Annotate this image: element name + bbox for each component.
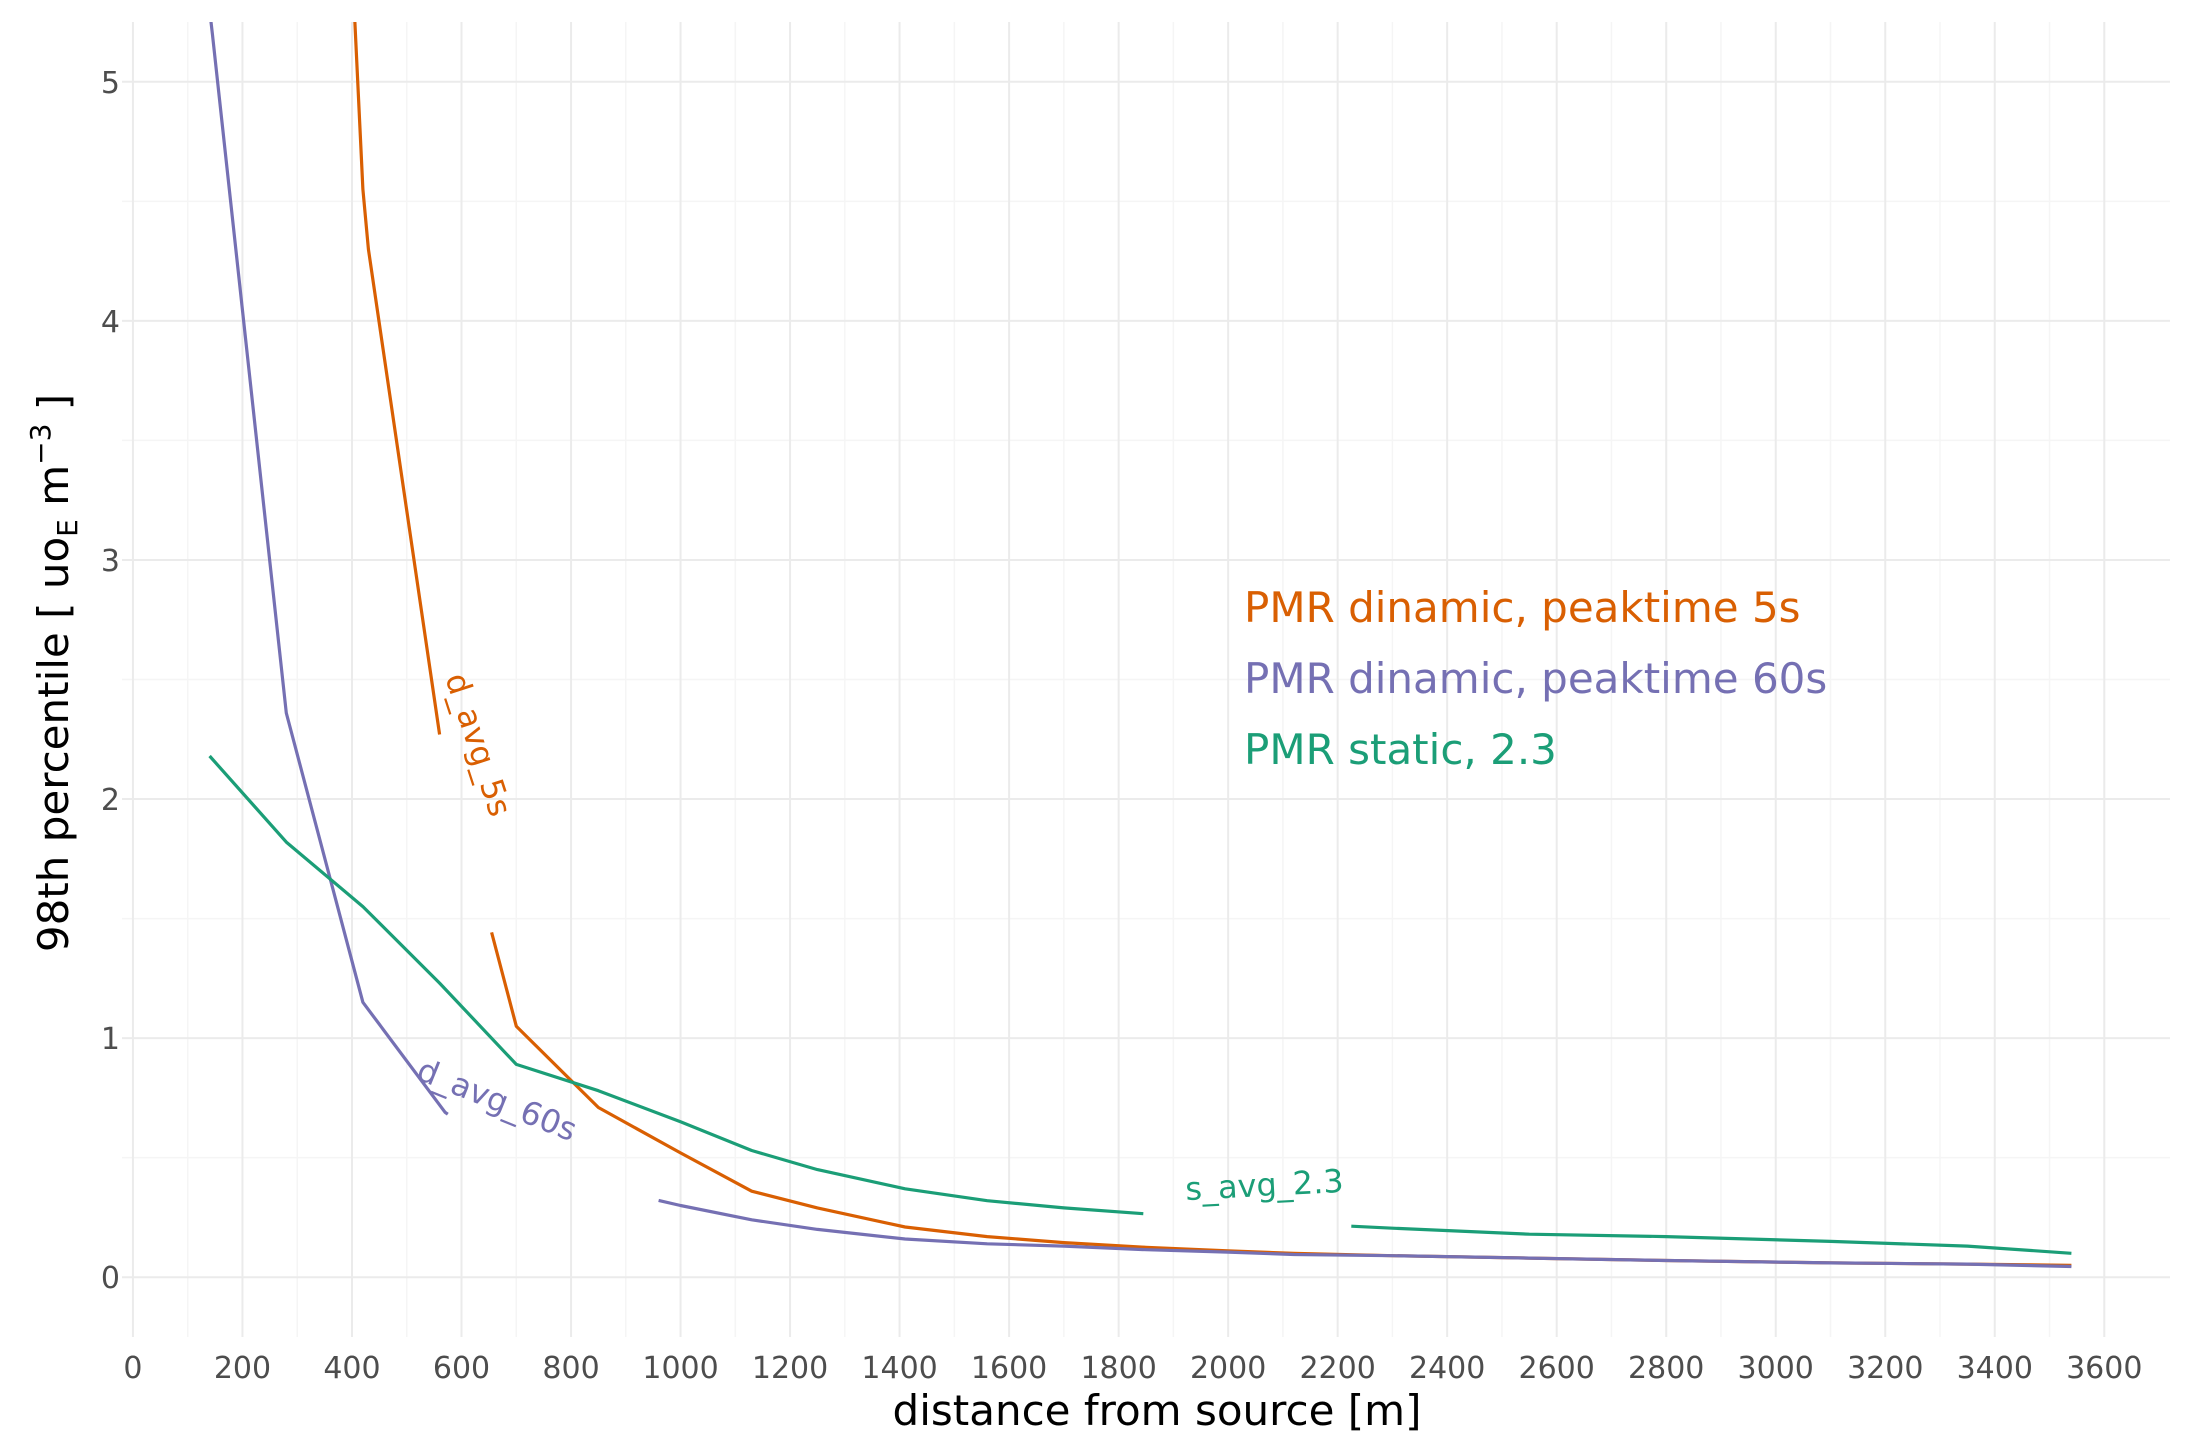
y-axis-title-prefix: 98th percentile [ uo [29, 537, 78, 952]
y-axis-title-subscript: E [51, 519, 84, 537]
y-axis-title-superscript: −3 [24, 424, 57, 465]
x-tick-label: 400 [323, 1351, 380, 1386]
grid-minor-lines [122, 22, 2170, 1337]
x-tick-label: 0 [123, 1351, 142, 1386]
series-lines [208, 22, 2072, 1269]
x-tick-label: 200 [214, 1351, 271, 1386]
x-tick-label: 2800 [1628, 1351, 1704, 1386]
x-tick-label: 3600 [2066, 1351, 2142, 1386]
y-tick-labels: 0 1 2 3 4 5 [101, 66, 120, 1296]
x-tick-labels: 0 200 400 600 800 1000 1200 1400 1600 1800 2000 220… [123, 1351, 2142, 1386]
series-line-3-segment [1351, 1224, 2072, 1255]
x-tick-label: 3000 [1738, 1351, 1814, 1386]
series-line-3-segment [208, 754, 1144, 1216]
x-tick-label: 800 [542, 1351, 599, 1386]
x-tick-label: 2600 [1519, 1351, 1595, 1386]
series-line-1-segment [353, 22, 442, 735]
x-tick-label: 1200 [752, 1351, 828, 1386]
grid-major-lines [122, 22, 2170, 1337]
y-axis-title-mid: m [29, 465, 78, 519]
series-line-2-segment [658, 1198, 2072, 1269]
x-tick-label: 1400 [861, 1351, 937, 1386]
y-tick-label: 2 [101, 783, 120, 818]
y-axis-title-suffix: ] [29, 394, 78, 424]
x-tick-label: 2000 [1190, 1351, 1266, 1386]
y-tick-label: 5 [101, 66, 120, 101]
x-tick-label: 1000 [642, 1351, 718, 1386]
x-axis-title: distance from source [m] [893, 1386, 1422, 1435]
x-tick-label: 3400 [1957, 1351, 2033, 1386]
y-tick-label: 1 [101, 1022, 120, 1057]
legend-entry: PMR static, 2.3 [1244, 725, 1557, 774]
y-tick-label: 4 [101, 305, 120, 340]
series-line-label: s_avg_2.3 [1184, 1162, 1344, 1208]
legend-entry: PMR dinamic, peaktime 5s [1244, 583, 1801, 632]
series-line-2-segment [209, 22, 449, 1116]
x-tick-label: 2200 [1299, 1351, 1375, 1386]
series-line-label: d_avg_5s [437, 668, 519, 821]
legend: PMR dinamic, peaktime 5s PMR dinamic, pea… [1244, 583, 1827, 774]
y-tick-label: 0 [101, 1261, 120, 1296]
x-tick-label: 2400 [1409, 1351, 1485, 1386]
x-tick-label: 1600 [971, 1351, 1047, 1386]
y-tick-label: 3 [101, 544, 120, 579]
y-axis-title: 98th percentile [ uoE m−3 ] [24, 394, 84, 952]
x-tick-label: 600 [433, 1351, 490, 1386]
x-tick-label: 1800 [1080, 1351, 1156, 1386]
legend-entry: PMR dinamic, peaktime 60s [1244, 654, 1827, 703]
x-tick-label: 3200 [1847, 1351, 1923, 1386]
